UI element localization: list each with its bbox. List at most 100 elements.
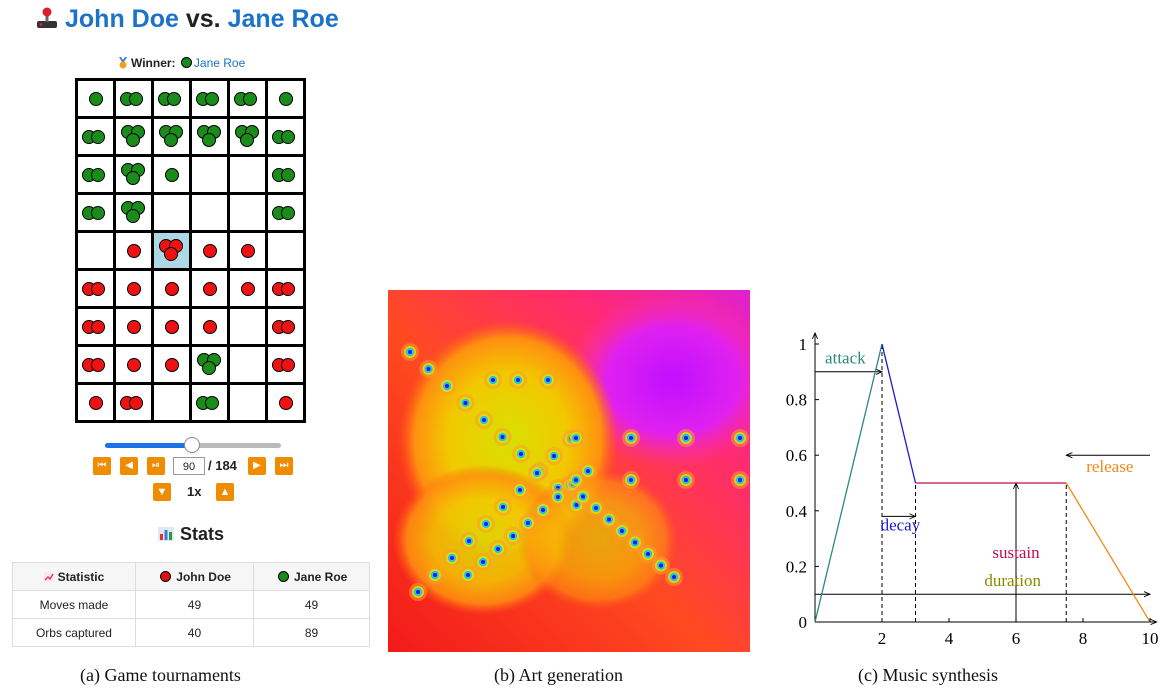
board-cell[interactable]: [151, 116, 192, 157]
red-orb: [126, 281, 141, 296]
board-row: [75, 268, 306, 309]
stats-header-player1: John Doe: [134, 562, 255, 591]
speed-up-button[interactable]: ▲: [216, 483, 234, 501]
green-orb: [167, 91, 181, 106]
board-cell[interactable]: [265, 382, 306, 423]
board-cell[interactable]: [75, 154, 116, 195]
chart-ticks: 2 4 6 8 10 0 0.2 0.4 0.6 0.8 1: [786, 335, 1159, 648]
art-dot: [738, 436, 742, 440]
board-cell[interactable]: [265, 116, 306, 157]
stats-header-player2: Jane Roe: [253, 562, 370, 591]
board-cell[interactable]: [113, 230, 154, 271]
move-slider[interactable]: [105, 437, 281, 453]
green-orb: [91, 205, 105, 220]
board-cell[interactable]: [227, 78, 268, 119]
play-pause-button[interactable]: ⏯: [147, 457, 165, 475]
art-dot: [607, 517, 611, 522]
board-cell[interactable]: [75, 382, 116, 423]
last-move-button[interactable]: ⏭: [275, 457, 293, 475]
board-cell[interactable]: [151, 78, 192, 119]
board-cell[interactable]: [113, 344, 154, 385]
board-cell[interactable]: [227, 268, 268, 309]
slider-thumb[interactable]: [184, 437, 201, 453]
red-orb: [126, 319, 141, 334]
board-cell[interactable]: [151, 192, 192, 233]
board-cell[interactable]: [151, 230, 192, 271]
first-move-button[interactable]: ⏮: [93, 457, 111, 475]
board-cell[interactable]: [189, 230, 230, 271]
red-orb: [126, 357, 141, 372]
board-cell[interactable]: [189, 192, 230, 233]
board-cell[interactable]: [151, 268, 192, 309]
board-cell[interactable]: [113, 192, 154, 233]
board-cell[interactable]: [189, 268, 230, 309]
red-orb: [129, 395, 143, 410]
red-orb: [202, 281, 217, 296]
board-cell[interactable]: [265, 344, 306, 385]
board-cell[interactable]: [113, 116, 154, 157]
board-cell[interactable]: [113, 78, 154, 119]
board-cell[interactable]: [189, 306, 230, 347]
board-cell[interactable]: [75, 268, 116, 309]
winner-name[interactable]: Jane Roe: [193, 56, 246, 70]
board-cell[interactable]: [189, 116, 230, 157]
board-cell[interactable]: [113, 306, 154, 347]
next-move-button[interactable]: ▶: [248, 457, 266, 475]
board-cell[interactable]: [151, 382, 192, 423]
board-cell[interactable]: [227, 154, 268, 195]
board-cell[interactable]: [227, 192, 268, 233]
board-cell[interactable]: [265, 268, 306, 309]
board-cell[interactable]: [189, 344, 230, 385]
red-orb: [281, 319, 295, 334]
art-dot: [684, 436, 688, 440]
player2-link[interactable]: Jane Roe: [227, 5, 339, 33]
move-number-input[interactable]: 90: [173, 457, 205, 475]
stats-table: Statistic John Doe Jane Roe Moves made 4…: [12, 562, 370, 647]
red-orb: [278, 395, 293, 410]
trend-chart-icon: [43, 571, 54, 582]
board-cell[interactable]: [265, 154, 306, 195]
prev-move-button[interactable]: ◀: [120, 457, 138, 475]
green-orb: [205, 91, 219, 106]
board-cell[interactable]: [227, 306, 268, 347]
caption-c: (c) Music synthesis: [858, 665, 998, 685]
art-dot: [574, 503, 579, 507]
game-board: [75, 78, 306, 423]
board-cell[interactable]: [113, 154, 154, 195]
board-cell[interactable]: [113, 382, 154, 423]
board-cell[interactable]: [227, 230, 268, 271]
board-cell[interactable]: [151, 306, 192, 347]
board-cell[interactable]: [227, 382, 268, 423]
board-cell[interactable]: [75, 192, 116, 233]
speed-value: 1x: [187, 484, 202, 499]
board-cell[interactable]: [75, 306, 116, 347]
red-orb: [164, 247, 178, 261]
board-cell[interactable]: [151, 154, 192, 195]
board-cell[interactable]: [75, 344, 116, 385]
player1-link[interactable]: John Doe: [65, 5, 179, 33]
game-panel: John Doe vs. Jane Roe Winner: Jane Roe ⏮…: [0, 0, 380, 660]
board-cell[interactable]: [75, 230, 116, 271]
board-cell[interactable]: [151, 344, 192, 385]
adsr-envelope-chart: 2 4 6 8 10 0 0.2 0.4 0.6 0.8 1 attack decay sustain d…: [786, 325, 1159, 648]
x-tick-label: 10: [1142, 629, 1159, 648]
board-cell[interactable]: [265, 192, 306, 233]
art-dot: [535, 471, 539, 475]
board-cell[interactable]: [189, 382, 230, 423]
board-cell[interactable]: [265, 78, 306, 119]
board-cell[interactable]: [265, 230, 306, 271]
board-cell[interactable]: [227, 116, 268, 157]
art-dot: [672, 575, 676, 579]
board-cell[interactable]: [189, 78, 230, 119]
art-dot: [433, 573, 437, 577]
board-cell[interactable]: [265, 306, 306, 347]
art-dot: [500, 435, 505, 439]
art-singularities: [401, 343, 749, 601]
board-cell[interactable]: [227, 344, 268, 385]
board-cell[interactable]: [75, 78, 116, 119]
board-cell[interactable]: [189, 154, 230, 195]
green-orb: [281, 129, 295, 144]
speed-down-button[interactable]: ▼: [153, 483, 171, 501]
board-cell[interactable]: [75, 116, 116, 157]
board-cell[interactable]: [113, 268, 154, 309]
